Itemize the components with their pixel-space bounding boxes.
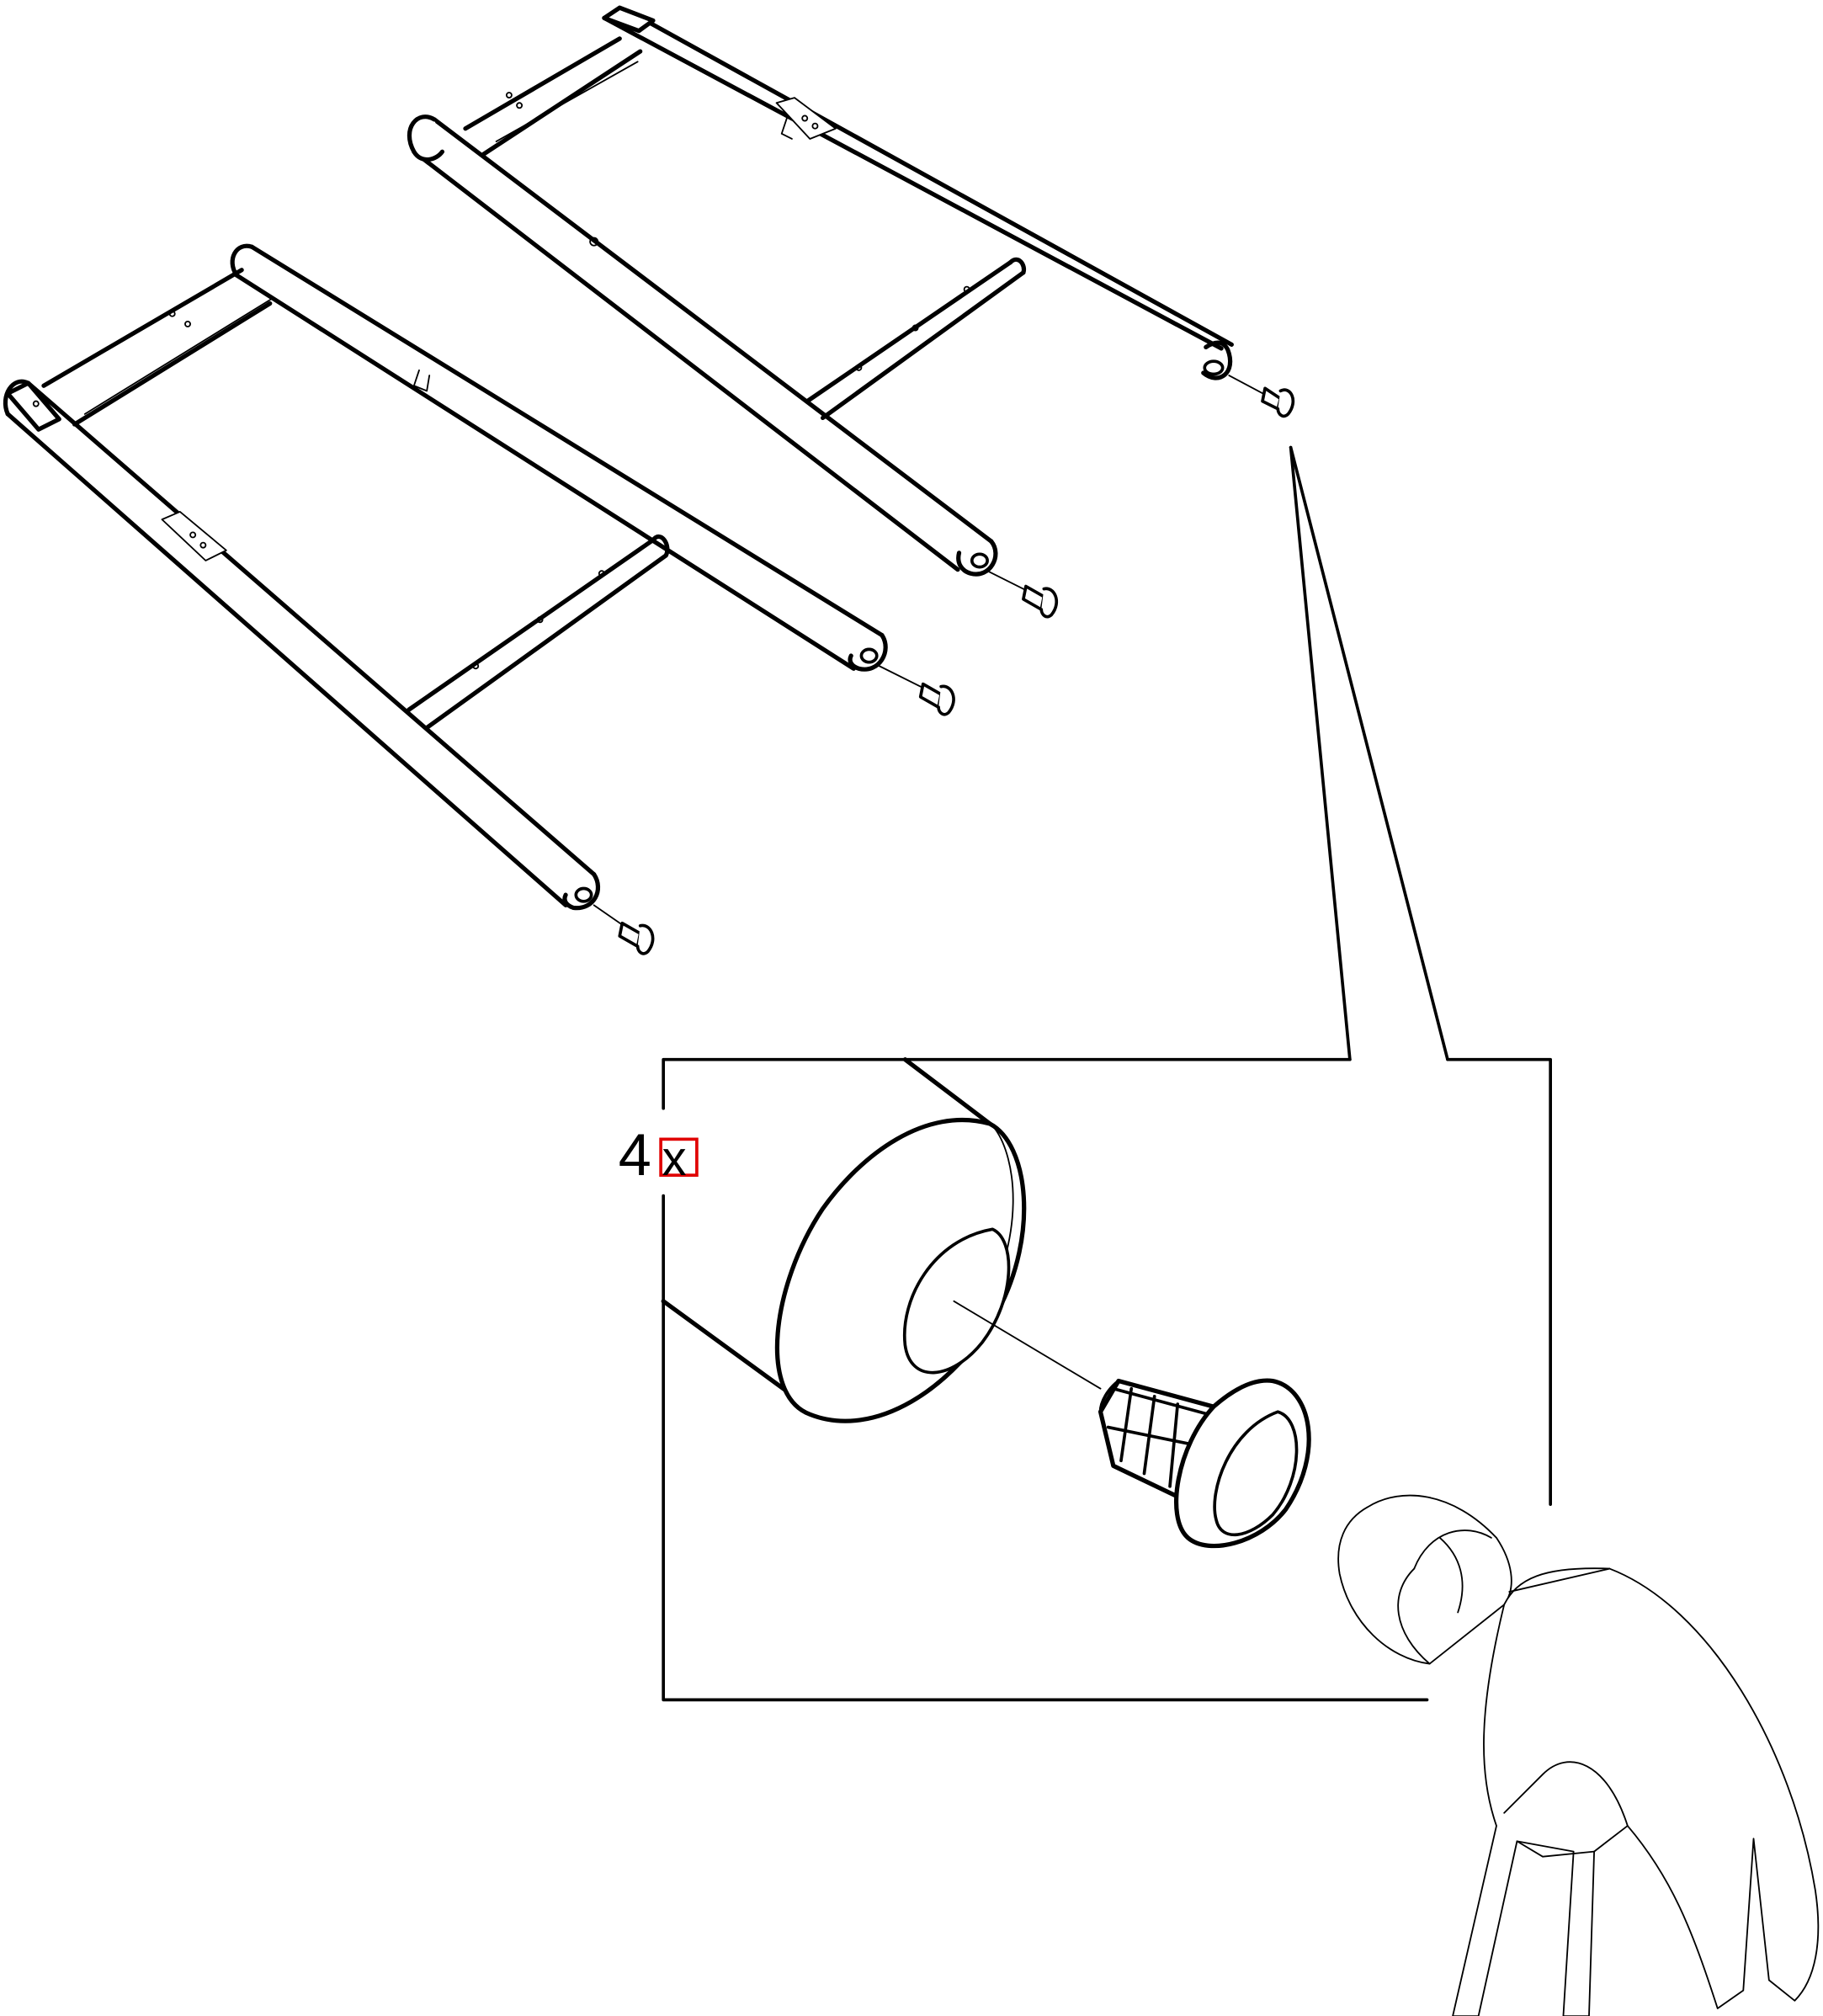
foot-plug-icon	[593, 904, 655, 955]
quantity-label: 4 x	[619, 1121, 699, 1188]
foot-plug-icon	[1228, 375, 1295, 418]
tube-end-detail	[661, 1057, 1102, 1423]
foot-plug-icon	[986, 570, 1059, 619]
quantity-count: 4	[619, 1121, 651, 1188]
quantity-multiplier: x	[662, 1131, 687, 1186]
detail-callout	[662, 445, 1552, 1702]
hammer-icon	[1337, 1494, 1820, 2016]
leg-frame-back	[407, 5, 1234, 577]
foot-plug-icon	[878, 665, 955, 716]
leg-frame-front	[3, 243, 888, 911]
highlight-box	[659, 1137, 699, 1177]
foot-plug-detail-icon	[1098, 1378, 1311, 1549]
